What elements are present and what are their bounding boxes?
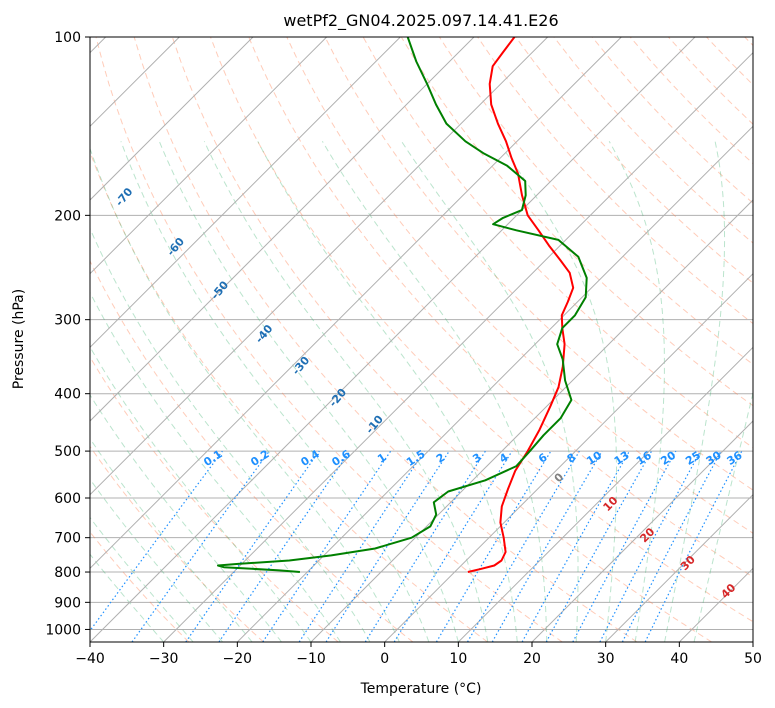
isotherm bbox=[236, 125, 753, 642]
isotherm bbox=[90, 37, 622, 570]
isotherm bbox=[90, 37, 254, 201]
dry-adiabat bbox=[90, 259, 414, 642]
y-axis-title: Pressure (hPa) bbox=[11, 289, 27, 389]
x-tick-label: −40 bbox=[75, 651, 105, 667]
isotherm-gridlines bbox=[90, 37, 753, 642]
moist-adiabat bbox=[90, 478, 223, 642]
y-tick-label: 300 bbox=[54, 313, 81, 329]
dry-adiabat bbox=[90, 445, 264, 642]
pressure-gridlines bbox=[90, 37, 753, 630]
isotherm bbox=[90, 37, 401, 349]
moist-adiabat bbox=[321, 141, 548, 642]
x-tick-label: −20 bbox=[223, 651, 253, 667]
mixing-ratio-line bbox=[131, 450, 270, 642]
dry-adiabat bbox=[515, 37, 753, 284]
dry-adiabat bbox=[95, 37, 563, 642]
mixing-ratio-line bbox=[644, 450, 743, 642]
chart-title: wetPf2_GN04.2025.097.14.41.E26 bbox=[283, 11, 558, 31]
dry-adiabats bbox=[90, 37, 753, 642]
y-tick-label: 400 bbox=[54, 387, 81, 403]
dry-adiabat bbox=[171, 37, 712, 642]
isotherm bbox=[384, 272, 753, 642]
isotherm bbox=[90, 37, 475, 422]
mixing-ratio-line bbox=[325, 450, 450, 642]
moist-adiabat bbox=[90, 147, 400, 642]
dry-adiabat bbox=[133, 37, 638, 642]
moist-adiabat bbox=[120, 141, 430, 642]
mixing-ratio-line bbox=[572, 450, 677, 642]
plot-frame bbox=[89, 36, 754, 643]
x-axis-ticks: −40 −30 −20 −10 0 10 20 30 40 50 bbox=[75, 642, 762, 667]
moist-adiabat bbox=[257, 141, 518, 642]
y-axis-ticks: 100 200 300 400 500 600 700 800 900 1000 bbox=[45, 30, 90, 638]
mixing-ratio-line bbox=[185, 450, 320, 642]
dry-adiabat bbox=[90, 356, 339, 642]
x-tick-label: −10 bbox=[296, 651, 326, 667]
isotherm bbox=[90, 37, 328, 275]
mixing-ratio-line bbox=[298, 450, 425, 642]
isotherm bbox=[457, 346, 753, 642]
y-tick-label: 500 bbox=[54, 444, 81, 460]
moist-adiabat bbox=[90, 394, 282, 642]
isotherm bbox=[90, 37, 549, 496]
moist-adiabats bbox=[90, 141, 753, 642]
isotherm bbox=[531, 420, 753, 642]
x-tick-label: 10 bbox=[449, 651, 467, 667]
mixing-ratio-line bbox=[521, 450, 631, 642]
dry-adiabat bbox=[248, 37, 753, 578]
isotherm bbox=[310, 199, 753, 642]
mixing-ratio-line bbox=[218, 450, 351, 642]
isotherm bbox=[163, 51, 753, 642]
isotherm bbox=[605, 493, 753, 642]
profile-series bbox=[217, 37, 588, 573]
temperature-profile-line bbox=[467, 37, 575, 573]
x-axis-title: Temperature (°C) bbox=[360, 681, 482, 697]
x-tick-label: −30 bbox=[149, 651, 179, 667]
moist-adiabat bbox=[664, 141, 726, 642]
x-tick-label: 40 bbox=[670, 651, 688, 667]
moist-adiabat bbox=[497, 141, 617, 642]
moist-adiabat bbox=[90, 516, 194, 642]
mixing-ratio-line bbox=[262, 450, 392, 642]
dry-adiabat bbox=[210, 37, 753, 623]
x-tick-label: 30 bbox=[597, 651, 615, 667]
y-tick-label: 200 bbox=[54, 208, 81, 224]
mixing-ratio-lines bbox=[90, 450, 743, 642]
x-tick-label: 20 bbox=[523, 651, 541, 667]
moist-adiabat bbox=[90, 291, 341, 642]
moist-adiabat bbox=[90, 437, 253, 642]
y-tick-label: 800 bbox=[54, 565, 81, 581]
y-tick-label: 900 bbox=[54, 595, 81, 611]
mixing-ratio-line bbox=[90, 450, 223, 632]
moist-adiabat bbox=[158, 141, 459, 642]
dry-adiabat bbox=[324, 37, 753, 491]
y-tick-label: 700 bbox=[54, 531, 81, 547]
isotherm bbox=[90, 37, 696, 642]
y-tick-label: 1000 bbox=[45, 622, 81, 638]
x-tick-label: 0 bbox=[380, 651, 389, 667]
dewpoint-profile-line bbox=[217, 37, 588, 573]
moist-adiabat bbox=[608, 141, 665, 642]
moist-adiabat bbox=[401, 141, 579, 642]
moist-adiabat bbox=[90, 345, 312, 642]
mixing-ratio-line bbox=[393, 450, 513, 642]
mixing-ratio-line bbox=[545, 450, 653, 642]
moist-adiabat bbox=[693, 390, 753, 642]
x-tick-label: 50 bbox=[744, 651, 762, 667]
dry-adiabat bbox=[286, 37, 753, 534]
y-tick-label: 100 bbox=[54, 30, 81, 46]
y-tick-label: 600 bbox=[54, 491, 81, 507]
